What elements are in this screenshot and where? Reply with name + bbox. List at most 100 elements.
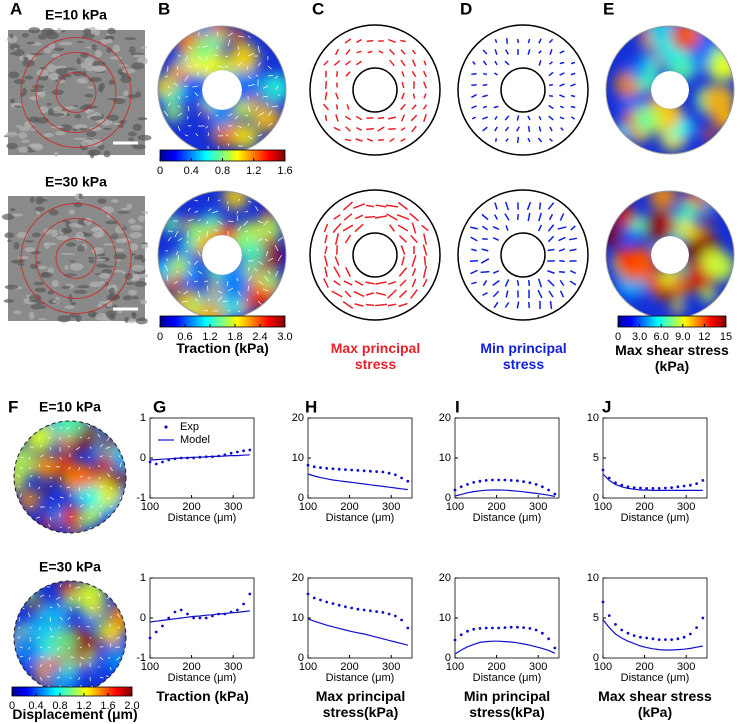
stress-vector bbox=[505, 38, 509, 44]
vector bbox=[263, 85, 269, 89]
stress-vector bbox=[492, 290, 500, 298]
vector bbox=[19, 493, 23, 498]
data-point bbox=[319, 466, 322, 469]
vector bbox=[246, 298, 249, 302]
cell bbox=[22, 59, 35, 67]
vector bbox=[130, 617, 133, 619]
vector bbox=[68, 417, 70, 419]
cell bbox=[94, 50, 103, 58]
cell bbox=[137, 117, 148, 121]
vector bbox=[177, 112, 183, 117]
vector bbox=[15, 516, 21, 519]
stress-vector bbox=[482, 49, 488, 55]
data-point bbox=[534, 628, 538, 632]
cell bbox=[78, 193, 83, 200]
vector bbox=[187, 105, 190, 112]
cell bbox=[81, 33, 95, 39]
vector bbox=[49, 636, 54, 638]
stress-vector bbox=[400, 39, 406, 43]
vector bbox=[18, 616, 21, 622]
vector bbox=[29, 626, 32, 629]
cell bbox=[100, 40, 109, 45]
stress-vector bbox=[494, 202, 498, 210]
stress-vector bbox=[482, 94, 488, 98]
cell bbox=[97, 303, 103, 308]
vector bbox=[115, 636, 121, 640]
stress-vector bbox=[396, 213, 410, 221]
stress-vector bbox=[401, 81, 405, 89]
stress-vector bbox=[410, 289, 418, 299]
cell bbox=[98, 229, 105, 238]
stress-vector bbox=[527, 212, 531, 222]
heat-blob bbox=[204, 233, 229, 257]
vector bbox=[89, 606, 94, 610]
heat-blob bbox=[633, 112, 651, 129]
panel-letter: D bbox=[460, 0, 472, 18]
cell bbox=[141, 211, 149, 214]
vector bbox=[271, 105, 279, 108]
vector bbox=[79, 504, 84, 508]
model-line bbox=[454, 640, 556, 655]
vector bbox=[257, 62, 262, 67]
y-tick-label: 0 bbox=[445, 492, 451, 504]
stress-vector bbox=[364, 215, 376, 219]
pattern-outline bbox=[55, 238, 97, 279]
vector bbox=[88, 486, 91, 489]
stress-vector bbox=[346, 104, 350, 110]
cell bbox=[24, 240, 35, 243]
vector bbox=[77, 636, 81, 640]
cell bbox=[28, 294, 42, 302]
data-point bbox=[497, 478, 501, 482]
stress-vector bbox=[538, 126, 542, 132]
heat-blob bbox=[57, 452, 75, 471]
cell bbox=[112, 122, 122, 126]
cell bbox=[61, 285, 71, 290]
cell bbox=[138, 215, 145, 223]
condition-label: E=30 kPa bbox=[39, 559, 101, 575]
vector bbox=[29, 475, 33, 478]
vector bbox=[222, 300, 229, 302]
cell bbox=[63, 67, 77, 71]
vector bbox=[205, 34, 209, 37]
vector bbox=[90, 535, 91, 537]
stress-vector bbox=[354, 223, 364, 233]
heat-blob bbox=[87, 663, 100, 676]
stress-vector bbox=[494, 72, 498, 76]
stress-vector bbox=[332, 222, 342, 234]
vector bbox=[29, 495, 32, 498]
heat-blob bbox=[627, 61, 647, 80]
cell bbox=[53, 106, 64, 112]
vector bbox=[197, 236, 201, 242]
data-point bbox=[350, 468, 354, 472]
vector bbox=[39, 594, 45, 598]
cell bbox=[19, 126, 31, 132]
cell bbox=[101, 206, 115, 214]
vector bbox=[187, 270, 193, 276]
y-tick-label: 20 bbox=[292, 572, 304, 584]
heat-blob bbox=[34, 453, 59, 479]
vector bbox=[99, 676, 104, 679]
data-point bbox=[319, 598, 322, 602]
stress-vector bbox=[411, 104, 417, 110]
stress-vector bbox=[323, 278, 329, 288]
cell bbox=[56, 235, 69, 241]
x-tick-label: 100 bbox=[299, 661, 317, 673]
stress-vector bbox=[333, 214, 341, 220]
vector bbox=[197, 111, 202, 117]
cell bbox=[115, 238, 127, 244]
cell bbox=[35, 261, 42, 265]
stress-vector bbox=[549, 61, 553, 65]
data-point bbox=[639, 635, 642, 639]
stress-vector bbox=[526, 201, 532, 211]
stress-vector bbox=[400, 138, 406, 142]
vector bbox=[99, 524, 105, 528]
vector bbox=[207, 285, 209, 292]
stress-vector bbox=[387, 303, 397, 307]
stress-vector bbox=[409, 212, 419, 222]
vector bbox=[19, 646, 23, 648]
vector bbox=[55, 596, 61, 600]
vector bbox=[194, 64, 199, 67]
heat-blob bbox=[107, 624, 123, 640]
vector bbox=[28, 516, 31, 520]
vector bbox=[57, 655, 61, 658]
